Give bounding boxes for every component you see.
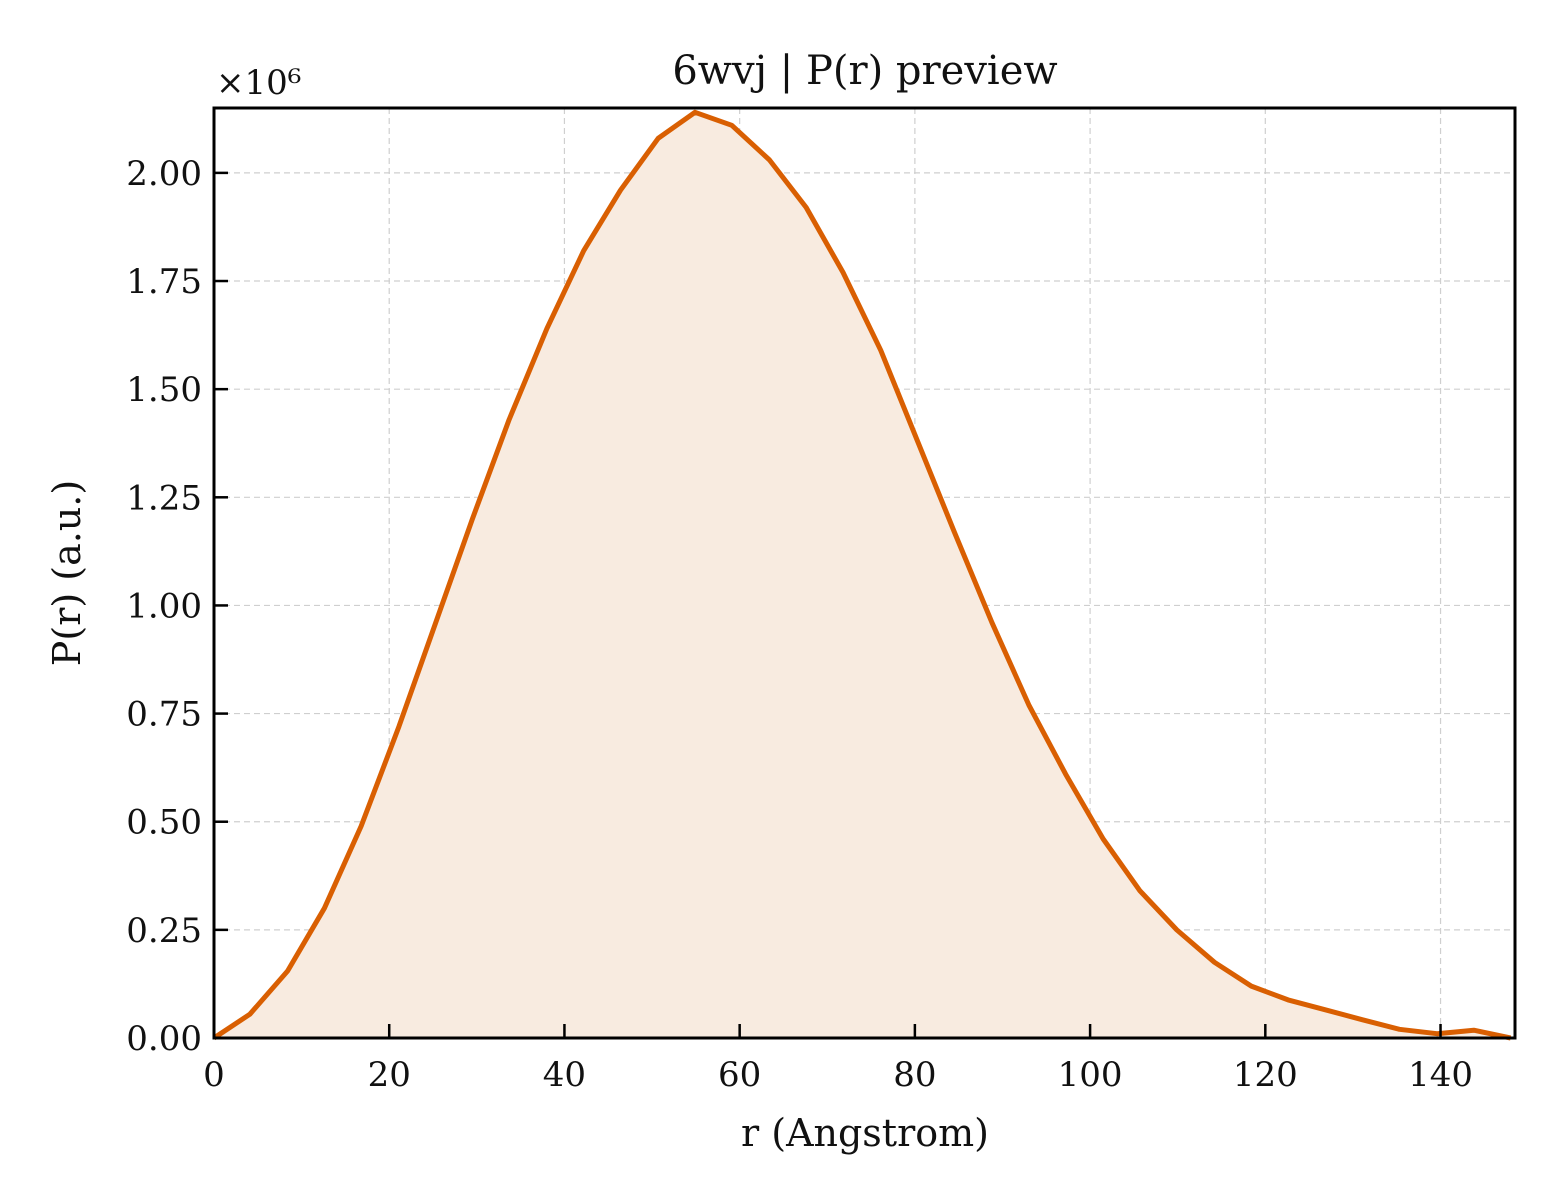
tick-labels-layer: 0 20 40 60 80 100 120 140 0.00 0.25 0.50 0.75 1.00 1.… (126, 154, 1473, 1095)
y-tick-label: 0.50 (126, 803, 202, 843)
y-tick-label: 0.75 (126, 695, 202, 735)
y-axis-multiplier: ×10⁶ (216, 63, 301, 103)
x-tick-label: 140 (1408, 1055, 1473, 1095)
y-tick-label: 1.50 (126, 370, 202, 410)
plot-frame (212, 106, 1517, 1040)
pr-area-fill (214, 112, 1511, 1039)
pr-curve-line (212, 109, 1512, 1041)
y-tick-label: 2.00 (126, 154, 202, 194)
x-tick-label: 20 (368, 1055, 411, 1095)
y-tick-label: 1.75 (126, 262, 202, 302)
x-tick-label: 0 (203, 1055, 225, 1095)
x-tick-label: 80 (893, 1055, 936, 1095)
y-tick-label: 1.25 (126, 478, 202, 518)
y-tick-label: 0.25 (126, 911, 202, 951)
x-tick-label: 60 (718, 1055, 761, 1095)
ticks-layer (212, 171, 1442, 1040)
y-tick-label: 0.00 (126, 1019, 202, 1059)
chart-title: 6wvj | P(r) preview (672, 48, 1057, 94)
x-tick-label: 40 (543, 1055, 586, 1095)
y-tick-label: 1.00 (126, 586, 202, 626)
x-tick-label: 120 (1233, 1055, 1298, 1095)
x-tick-label: 100 (1058, 1055, 1123, 1095)
x-axis-label: r (Angstrom) (741, 1111, 989, 1155)
y-axis-label: P(r) (a.u.) (45, 480, 89, 666)
